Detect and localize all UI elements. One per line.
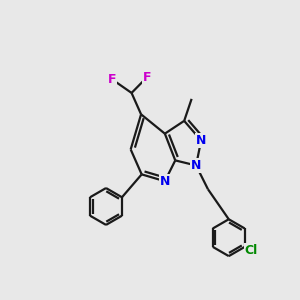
Text: N: N xyxy=(196,134,206,147)
Text: F: F xyxy=(108,73,116,86)
Text: Cl: Cl xyxy=(244,244,258,257)
Text: N: N xyxy=(191,159,201,172)
Text: F: F xyxy=(143,71,151,84)
Text: N: N xyxy=(160,175,170,188)
